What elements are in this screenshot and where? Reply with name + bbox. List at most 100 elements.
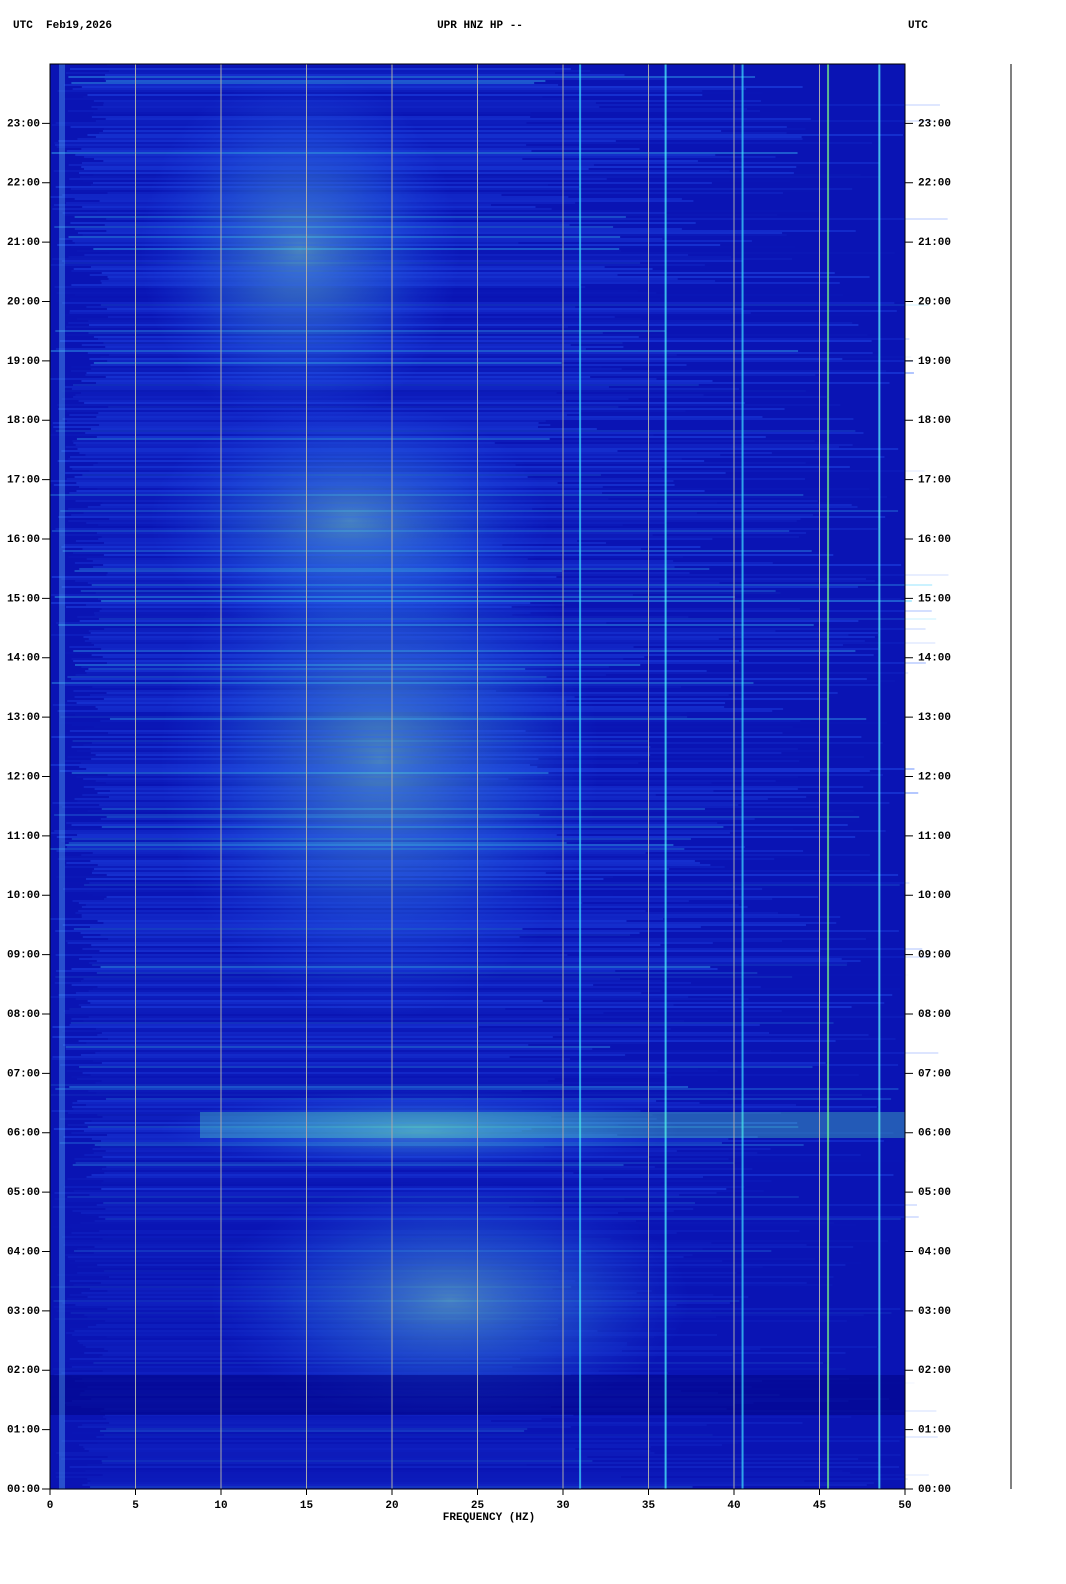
streak (105, 1320, 847, 1322)
streak (59, 722, 887, 724)
x-tick-label: 30 (556, 1500, 569, 1512)
streak (57, 460, 705, 462)
streak (76, 482, 558, 484)
streak (53, 1128, 532, 1130)
streak (103, 564, 902, 566)
streak (96, 960, 861, 962)
streak (73, 660, 739, 662)
streak (71, 1018, 569, 1020)
streak (96, 1028, 671, 1030)
streak (86, 558, 528, 560)
streak (61, 1458, 859, 1460)
y-tick-label: 16:00 (7, 534, 40, 546)
streak (91, 944, 661, 946)
streak (74, 228, 682, 230)
streak (87, 506, 858, 508)
streak (60, 734, 505, 736)
y-tick-label-right: 21:00 (918, 237, 951, 249)
streak (66, 1298, 526, 1300)
streak (73, 268, 653, 270)
streak (97, 1264, 846, 1266)
streak (69, 1358, 521, 1360)
streak (60, 1184, 649, 1186)
streak (96, 1324, 558, 1326)
streak (51, 594, 633, 596)
streak (50, 378, 657, 380)
y-tick-label: 14:00 (7, 653, 40, 665)
streak (97, 598, 902, 600)
streak (74, 1330, 598, 1332)
streak (57, 908, 845, 910)
streak (90, 748, 798, 750)
streak (84, 402, 745, 404)
streak (91, 106, 600, 108)
streak (93, 464, 516, 466)
streak (96, 820, 860, 822)
y-tick-label-right: 01:00 (918, 1425, 951, 1437)
streak (109, 1276, 834, 1278)
streak (63, 1244, 807, 1246)
streak (72, 1432, 582, 1434)
streak (107, 1456, 588, 1458)
streak (95, 592, 781, 594)
streak (91, 758, 539, 760)
streak (81, 906, 748, 908)
streak (106, 1098, 892, 1100)
streak (101, 536, 800, 538)
streak (103, 1438, 600, 1440)
streak (65, 446, 840, 448)
streak (87, 1296, 749, 1298)
streak (68, 520, 797, 522)
streak (95, 780, 776, 782)
streak (91, 116, 531, 118)
streak (67, 700, 567, 702)
streak (69, 1086, 689, 1088)
streak (87, 1482, 874, 1484)
streak (73, 928, 523, 930)
streak (89, 358, 843, 360)
streak (100, 966, 711, 968)
streak (71, 270, 668, 272)
streak (50, 494, 804, 496)
y-tick-label-right: 04:00 (918, 1246, 951, 1258)
streak (69, 1294, 714, 1296)
streak (93, 1152, 758, 1154)
streak (101, 1460, 593, 1462)
streak (109, 252, 895, 254)
streak (76, 750, 821, 752)
streak (91, 812, 571, 814)
streak (61, 1030, 648, 1032)
streak (96, 1092, 728, 1094)
streak (94, 220, 684, 222)
streak (92, 956, 931, 958)
streak (56, 1452, 655, 1454)
streak (60, 880, 717, 882)
streak (64, 684, 879, 686)
streak (74, 798, 768, 800)
streak (53, 1300, 740, 1302)
streak (101, 1080, 548, 1082)
streak (61, 260, 743, 262)
streak (95, 120, 932, 122)
streak (99, 1268, 629, 1270)
streak (64, 1420, 492, 1422)
streak (79, 452, 772, 454)
streak (108, 938, 866, 940)
streak (70, 188, 853, 190)
y-tick-label: 01:00 (7, 1425, 40, 1437)
streak (51, 1058, 570, 1060)
streak (50, 1094, 862, 1096)
y-tick-label-right: 14:00 (918, 653, 951, 665)
streak (53, 1306, 575, 1308)
streak (52, 704, 566, 706)
streak (56, 970, 616, 972)
streak (71, 388, 740, 390)
streak (69, 312, 751, 314)
streak (97, 488, 870, 490)
streak (96, 1436, 938, 1438)
streak (54, 286, 586, 288)
streak (93, 248, 620, 250)
streak (65, 606, 512, 608)
streak (87, 1326, 522, 1328)
